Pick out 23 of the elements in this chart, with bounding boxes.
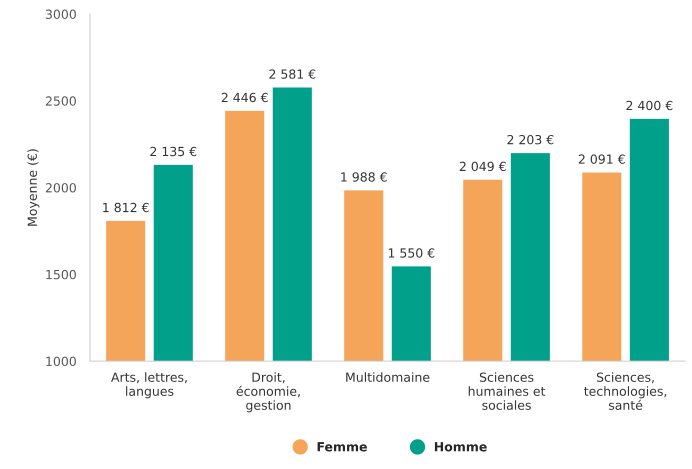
- legend-label: Homme: [434, 442, 487, 452]
- x-tick-label: Multidomaine: [346, 372, 430, 382]
- data-label: 1 988 €: [341, 172, 387, 182]
- data-label: 2 400 €: [626, 100, 672, 110]
- data-label: 1 812 €: [103, 202, 149, 212]
- y-tick-label: 2500: [46, 96, 76, 106]
- data-label: 2 581 €: [269, 69, 316, 79]
- data-label: 2 049 €: [460, 162, 506, 172]
- data-label: 2 446 €: [222, 92, 268, 102]
- x-tick-label: Sciences, technologies, santé: [584, 372, 666, 410]
- data-label: 2 203 €: [507, 134, 554, 144]
- x-tick-label: Droit, économie, gestion: [236, 372, 300, 412]
- data-label: 2 135 €: [150, 146, 196, 156]
- x-tick-label: Sciences humaines et sociales: [468, 372, 546, 410]
- y-tick-label: 3000: [46, 10, 76, 19]
- data-label: 2 091 €: [578, 154, 625, 164]
- y-tick-label: 2000: [46, 183, 76, 193]
- data-label: 1 550 €: [388, 248, 434, 258]
- legend-label: Femme: [318, 442, 367, 452]
- x-tick-label: Arts, lettres, langues: [111, 372, 187, 398]
- y-tick-label: 1000: [46, 356, 76, 366]
- y-axis-title: Moyenne (€): [27, 149, 40, 226]
- y-tick-label: 1500: [46, 270, 76, 280]
